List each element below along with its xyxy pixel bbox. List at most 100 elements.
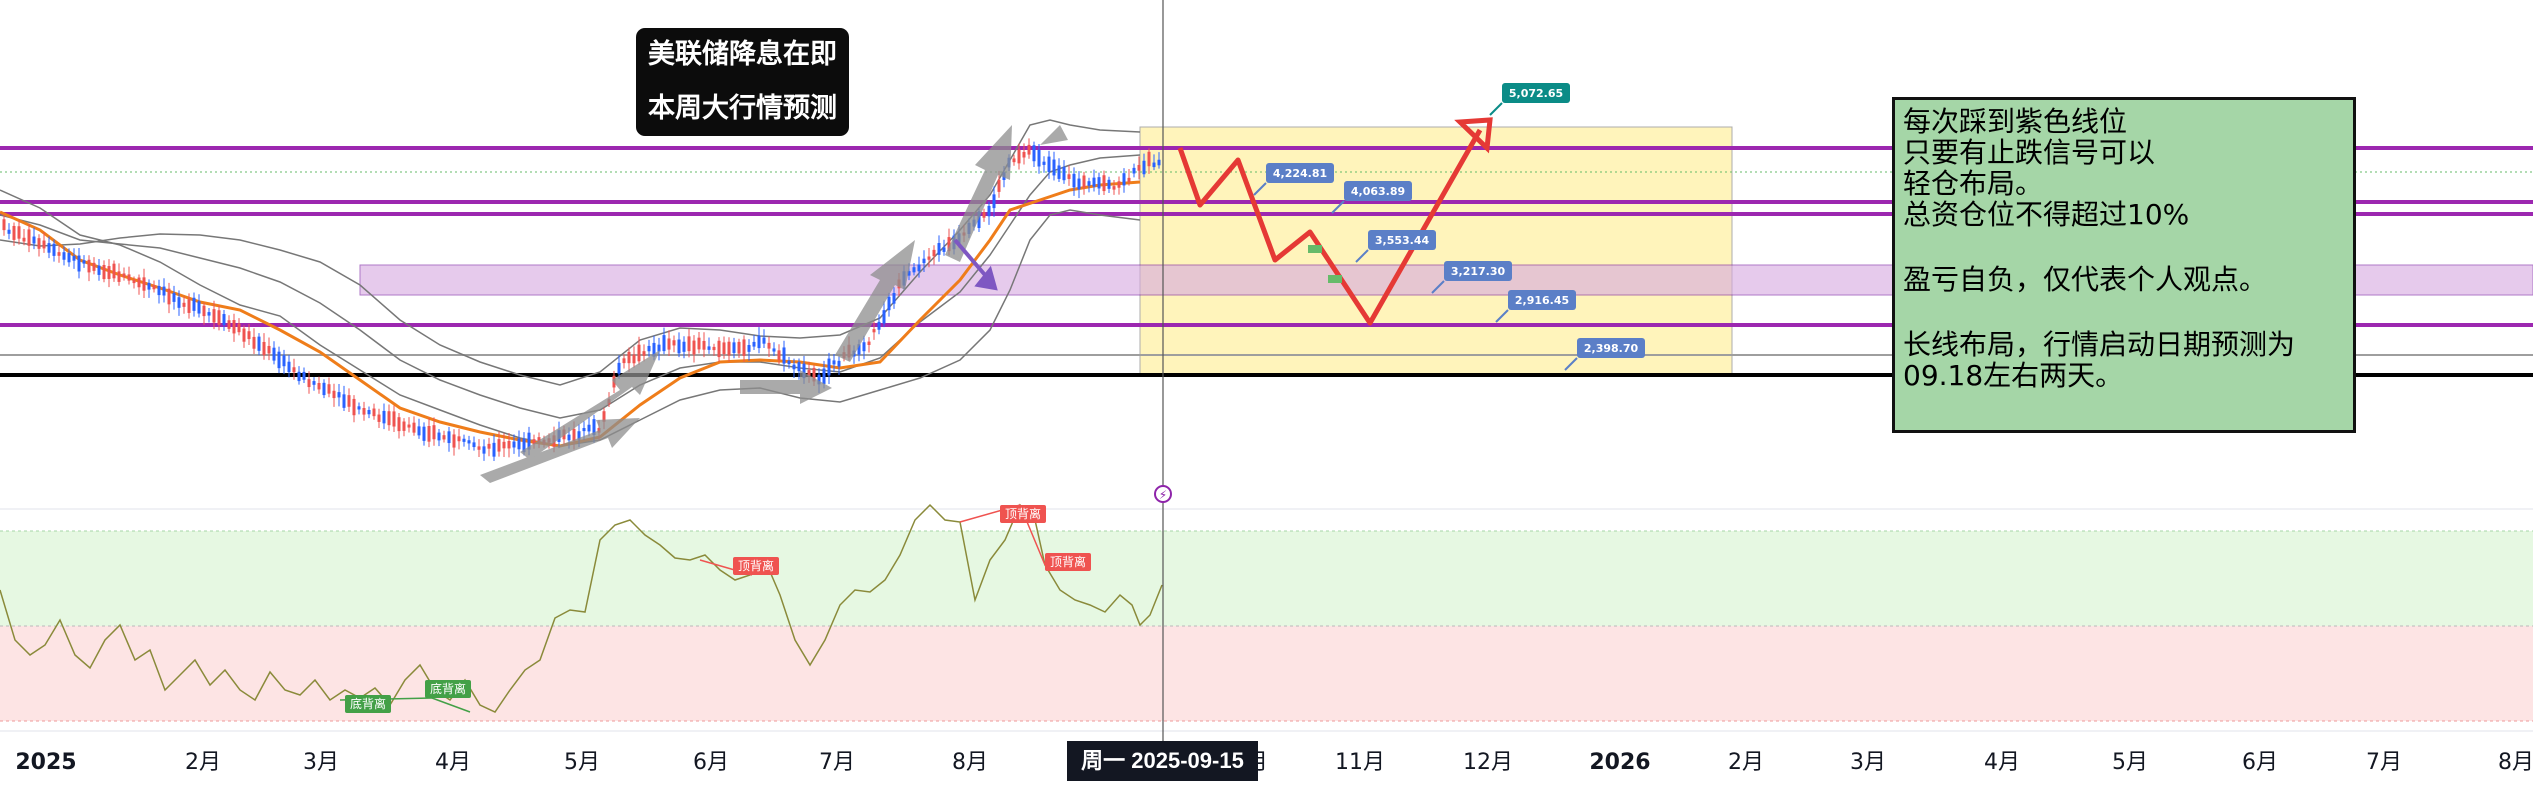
candle-body [132, 280, 136, 284]
candle-body [277, 351, 281, 369]
divergence-tag-label: 顶背离 [1050, 554, 1086, 569]
candle-body [62, 252, 66, 260]
candle-body [237, 323, 241, 333]
candle-body [447, 431, 451, 444]
candle-body [532, 439, 536, 445]
strategy-note: 每次踩到紫色线位 只要有止跌信号可以 轻仓布局。 总资仓位不得超过10% 盈亏自… [1892, 97, 2356, 433]
candle-body [1012, 158, 1016, 163]
candle-body [737, 341, 741, 354]
candle-body [817, 374, 821, 385]
time-axis-label: 8月 [952, 750, 988, 775]
candle-body [792, 364, 796, 370]
candle-body [122, 273, 126, 278]
headline-box: 美联储降息在即 本周大行情预测 [636, 28, 849, 136]
candle-body [662, 335, 666, 352]
candle-body [367, 409, 371, 415]
candle-body [57, 252, 61, 256]
candle-body [652, 342, 656, 357]
candle-body [1157, 159, 1161, 166]
candle-body [742, 339, 746, 356]
candle-body [147, 282, 151, 290]
divergence-tag-label: 底背离 [350, 696, 386, 711]
candle-body [372, 408, 376, 417]
candle-body [12, 225, 16, 240]
candle-body [627, 351, 631, 364]
projection-arrowhead [1454, 117, 1493, 154]
candle-body [892, 292, 896, 304]
candle-body [577, 431, 581, 440]
time-axis: 20252月3月4月5月6月7月8月10月11月12月20262月3月4月5月6… [15, 750, 2533, 775]
candle-body [582, 428, 586, 432]
candle-body [1127, 177, 1131, 182]
time-axis-label: 4月 [435, 750, 471, 775]
note-line-9: 09.18左右两天。 [1903, 359, 2124, 392]
candle-body [832, 360, 836, 365]
candle-body [2, 219, 6, 231]
candle-body [762, 337, 766, 344]
time-axis-label: 8月 [2498, 750, 2533, 775]
note-line-2: 只要有止跌信号可以 [1903, 136, 2156, 169]
candle-body [452, 434, 456, 448]
candle-body [527, 432, 531, 450]
candle-body [212, 309, 216, 323]
candle-body [322, 382, 326, 396]
candle-body [907, 271, 911, 276]
candle-body [467, 440, 471, 444]
candle-body [157, 285, 161, 296]
candle-body [32, 236, 36, 244]
divergence-tag-bg [1000, 505, 1046, 523]
candle-body [632, 354, 636, 364]
candle-body [1062, 166, 1066, 181]
candle-body [1152, 162, 1156, 168]
level-tag-label: 4,063.89 [1351, 185, 1405, 198]
candle-body [932, 249, 936, 257]
candle-body [202, 305, 206, 317]
time-axis-label: 2025 [15, 750, 76, 775]
candle-body [1087, 181, 1091, 186]
candle-body [7, 229, 11, 234]
candle-body [517, 438, 521, 450]
candle-body [622, 358, 626, 364]
flag-marker [1308, 245, 1322, 253]
candle-body [462, 438, 466, 442]
candle-body [292, 367, 296, 373]
time-axis-label: 2026 [1589, 750, 1650, 775]
candle-body [592, 419, 596, 436]
divergence-tag-label: 底背离 [430, 681, 466, 696]
candle-body [167, 288, 171, 305]
divergence-tag-label: 顶背离 [738, 558, 774, 573]
candle-body [1122, 173, 1126, 186]
candle-body [232, 320, 236, 334]
level-tag-label: 5,072.65 [1509, 87, 1563, 100]
candle-body [787, 360, 791, 365]
candle-body [152, 285, 156, 290]
candle-body [482, 446, 486, 454]
candle-body [97, 265, 101, 275]
candle-body [437, 432, 441, 441]
candle-body [522, 438, 526, 453]
candle-body [1057, 165, 1061, 179]
time-axis-label: 3月 [303, 750, 339, 775]
candle-body [477, 446, 481, 450]
candle-body [642, 351, 646, 356]
level-tag-pointer [1253, 182, 1267, 196]
candle-body [827, 358, 831, 376]
candle-body [667, 338, 671, 350]
candle-body [427, 426, 431, 442]
candle-body [302, 371, 306, 380]
headline-line-1: 美联储降息在即 [648, 39, 837, 70]
candle-body [242, 328, 246, 342]
projection-level-tags: 5,072.65 4,224.81 4,063.89 3,553.44 3,217.30… [1253, 83, 1645, 371]
candle-body [342, 394, 346, 408]
candle-body [507, 441, 511, 449]
candle-body [1117, 181, 1121, 188]
candle-body [197, 301, 201, 314]
candle-body [417, 426, 421, 436]
event-marker[interactable] [1154, 485, 1172, 503]
time-axis-label: 2月 [1728, 750, 1764, 775]
candle-body [42, 240, 46, 249]
level-tag-label: 3,553.44 [1375, 234, 1430, 247]
candle-body [137, 277, 141, 288]
time-axis-label: 4月 [1984, 750, 2020, 775]
